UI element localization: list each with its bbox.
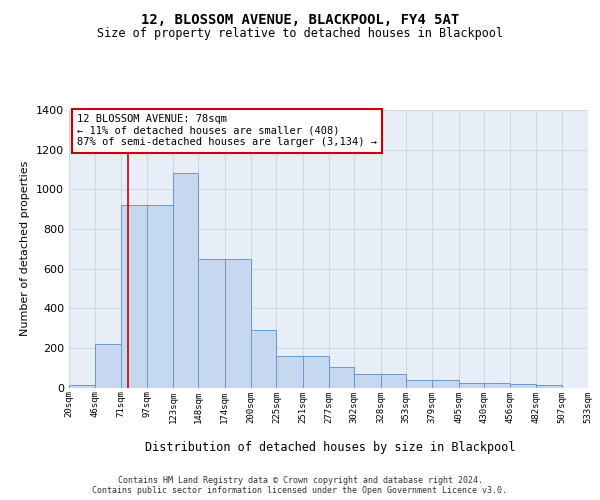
Bar xyxy=(458,383,484,388)
Bar xyxy=(406,380,432,388)
Bar xyxy=(354,374,380,388)
Bar xyxy=(329,366,354,388)
Text: Contains HM Land Registry data © Crown copyright and database right 2024.
Contai: Contains HM Land Registry data © Crown c… xyxy=(92,476,508,495)
Bar xyxy=(277,356,303,388)
Y-axis label: Number of detached properties: Number of detached properties xyxy=(20,161,31,336)
Bar xyxy=(69,384,95,388)
Bar xyxy=(432,380,458,388)
Bar xyxy=(173,174,199,388)
Bar xyxy=(303,356,329,388)
Text: 12, BLOSSOM AVENUE, BLACKPOOL, FY4 5AT: 12, BLOSSOM AVENUE, BLACKPOOL, FY4 5AT xyxy=(141,12,459,26)
Bar xyxy=(510,384,536,388)
Bar xyxy=(147,205,173,388)
Bar xyxy=(484,383,510,388)
Bar xyxy=(251,330,277,388)
Bar xyxy=(536,384,562,388)
Bar xyxy=(121,205,147,388)
Text: 12 BLOSSOM AVENUE: 78sqm
← 11% of detached houses are smaller (408)
87% of semi-: 12 BLOSSOM AVENUE: 78sqm ← 11% of detach… xyxy=(77,114,377,148)
Bar xyxy=(199,258,225,388)
Text: Distribution of detached houses by size in Blackpool: Distribution of detached houses by size … xyxy=(145,441,515,454)
Bar xyxy=(95,344,121,388)
Text: Size of property relative to detached houses in Blackpool: Size of property relative to detached ho… xyxy=(97,28,503,40)
Bar xyxy=(380,374,406,388)
Bar xyxy=(225,258,251,388)
